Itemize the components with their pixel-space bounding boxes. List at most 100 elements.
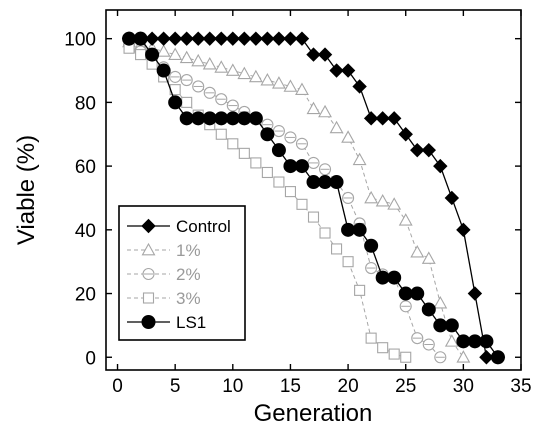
data-point xyxy=(306,47,321,62)
data-point xyxy=(490,350,506,365)
legend-marker xyxy=(142,292,155,304)
data-point xyxy=(433,158,448,174)
series-3% xyxy=(123,42,412,363)
data-point xyxy=(261,166,273,179)
series-Control xyxy=(121,31,506,365)
data-point xyxy=(145,47,160,62)
data-point xyxy=(340,63,356,78)
data-point xyxy=(307,211,320,223)
y-tick-label: 60 xyxy=(75,157,96,178)
legend: Control 1% 2% 3% LS1 xyxy=(118,205,246,341)
data-point xyxy=(271,76,286,89)
data-point xyxy=(331,243,343,255)
data-point xyxy=(227,138,239,150)
data-point xyxy=(294,31,310,46)
data-point xyxy=(283,79,298,92)
legend-marker xyxy=(141,315,156,329)
data-point xyxy=(444,318,459,333)
data-point xyxy=(467,286,483,301)
x-tick-label: 10 xyxy=(222,376,243,397)
data-point xyxy=(260,72,275,86)
data-point xyxy=(121,31,137,46)
data-point xyxy=(306,101,321,115)
data-point xyxy=(410,286,425,301)
data-point xyxy=(202,31,217,46)
data-point xyxy=(238,147,250,159)
data-point xyxy=(250,157,262,169)
data-point xyxy=(168,95,183,110)
data-point xyxy=(260,127,275,142)
data-point xyxy=(342,256,354,268)
data-point xyxy=(421,251,436,264)
data-point xyxy=(479,350,494,365)
series-layer xyxy=(121,31,506,365)
data-point xyxy=(329,175,344,190)
data-point xyxy=(410,244,425,258)
legend-label: LS1 xyxy=(176,313,206,332)
data-point xyxy=(387,197,402,210)
data-point xyxy=(156,44,171,57)
data-point xyxy=(388,348,400,360)
y-tick-label: 40 xyxy=(75,221,96,242)
data-point xyxy=(456,222,471,238)
data-point xyxy=(225,63,240,76)
data-point xyxy=(479,334,494,349)
data-point xyxy=(215,128,227,140)
data-point xyxy=(398,127,413,142)
data-point xyxy=(133,31,148,46)
axis-ticks: 0 5 10 15 20 25 30 35 0 20 40 60 80 100 xyxy=(64,10,532,397)
data-point xyxy=(284,186,296,198)
data-point xyxy=(398,213,413,226)
data-point xyxy=(248,111,263,126)
data-point xyxy=(181,96,193,108)
data-point xyxy=(237,31,252,46)
x-axis-title: Generation xyxy=(254,400,373,427)
data-point xyxy=(271,143,286,158)
data-point xyxy=(317,47,333,62)
y-tick-label: 0 xyxy=(85,348,96,369)
data-point xyxy=(167,31,183,46)
x-tick-label: 30 xyxy=(453,376,474,397)
data-point xyxy=(202,57,217,70)
data-point xyxy=(296,198,308,210)
x-tick-label: 5 xyxy=(170,376,181,397)
data-point xyxy=(444,190,460,206)
data-point xyxy=(156,63,171,78)
data-point xyxy=(375,111,390,126)
data-point xyxy=(248,31,264,46)
data-point xyxy=(377,342,389,354)
data-point xyxy=(352,79,367,94)
data-point xyxy=(214,31,229,46)
data-point xyxy=(365,332,377,344)
data-point xyxy=(295,82,309,95)
data-point xyxy=(387,270,402,285)
data-point xyxy=(364,190,379,204)
legend-box xyxy=(118,205,246,341)
y-tick-label: 80 xyxy=(75,93,96,114)
x-tick-label: 25 xyxy=(395,376,416,397)
y-tick-label: 100 xyxy=(64,30,96,51)
data-point xyxy=(319,227,331,239)
data-point xyxy=(248,69,263,83)
data-point xyxy=(456,350,471,363)
data-point xyxy=(156,31,171,46)
data-point xyxy=(410,142,425,158)
data-point xyxy=(144,31,160,46)
legend-label: 2% xyxy=(176,265,201,284)
data-point xyxy=(444,334,459,347)
data-point xyxy=(179,31,194,46)
data-point xyxy=(375,194,390,207)
legend-label: Control xyxy=(176,217,231,236)
data-point xyxy=(214,60,229,73)
data-point xyxy=(421,302,436,317)
data-point xyxy=(329,63,344,78)
data-point xyxy=(400,351,412,363)
data-point xyxy=(191,53,206,67)
y-axis-title: Viable (%) xyxy=(13,135,40,245)
data-point xyxy=(294,159,309,174)
data-point xyxy=(364,238,379,253)
x-tick-label: 35 xyxy=(510,376,531,397)
data-point xyxy=(329,120,344,134)
data-point xyxy=(421,142,436,158)
